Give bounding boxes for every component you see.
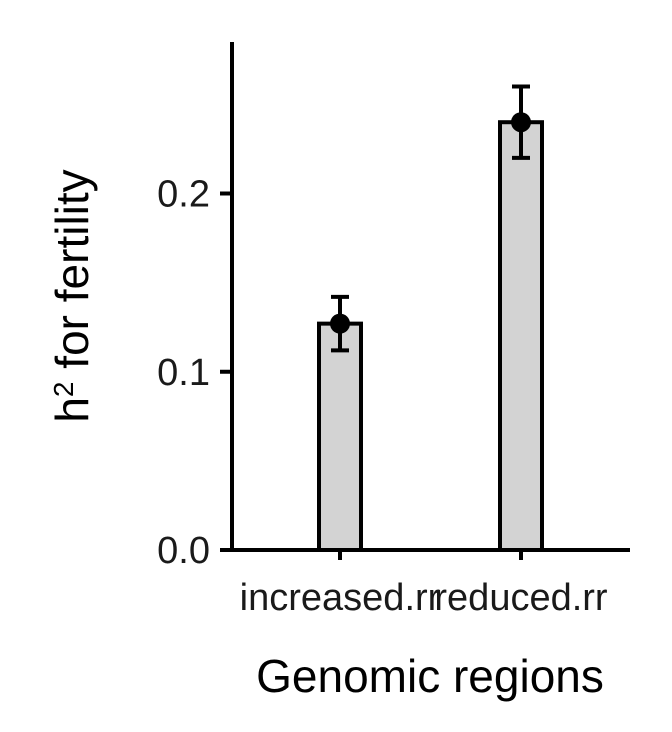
point-reduced.rr bbox=[511, 112, 531, 133]
y-tick-label-1: 0.1 bbox=[157, 352, 210, 394]
y-tick-label-2: 0.2 bbox=[157, 174, 210, 216]
point-increased.rr bbox=[330, 313, 350, 334]
bar-reduced.rr bbox=[498, 120, 544, 552]
y-ticks: 0.0 0.1 0.2 bbox=[157, 174, 232, 572]
points-layer bbox=[330, 112, 531, 334]
y-axis-title-main: h bbox=[46, 397, 98, 423]
y-axis-title-superscript: 2 bbox=[48, 381, 79, 397]
bars-layer bbox=[317, 120, 544, 553]
y-tick-label-0: 0.0 bbox=[157, 530, 210, 572]
x-axis-title: Genomic regions bbox=[256, 650, 604, 702]
x-tick-label-reduced.rr: reduced.rr bbox=[434, 577, 608, 619]
y-axis-title-rest: for fertility bbox=[46, 169, 98, 381]
y-axis-title: h2 for fertility bbox=[46, 169, 98, 422]
bar-increased.rr bbox=[317, 321, 363, 553]
x-tick-label-increased.rr: increased.rr bbox=[240, 577, 441, 619]
